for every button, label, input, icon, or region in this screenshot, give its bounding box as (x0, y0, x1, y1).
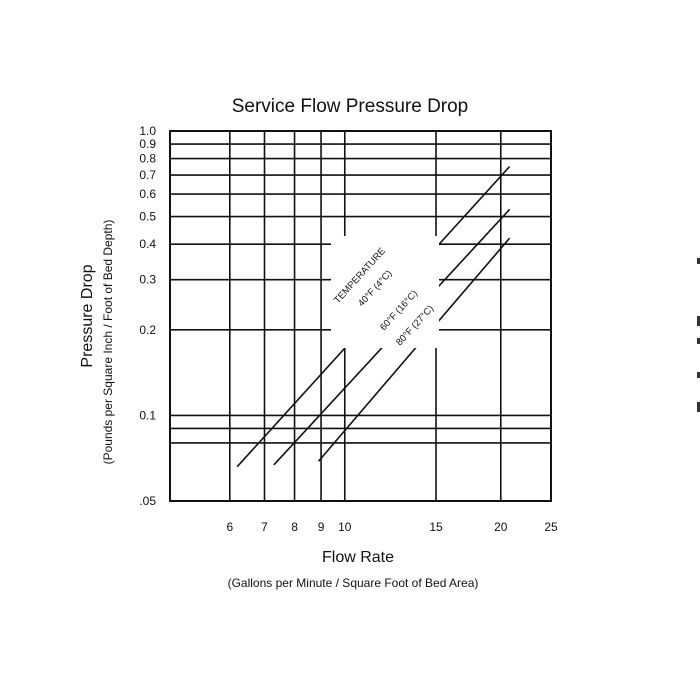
x-tick-label: 7 (261, 520, 268, 534)
y-tick-label: 0.4 (139, 237, 156, 251)
cropped-edge-mark (697, 258, 700, 264)
chart-title: Service Flow Pressure Drop (232, 96, 469, 117)
x-axis-title: Flow Rate (322, 549, 394, 566)
cropped-edge-mark (697, 316, 700, 326)
x-tick-label: 20 (494, 520, 508, 534)
x-tick-labels: 6 7 8 9 10 15 20 25 (226, 520, 558, 534)
x-tick-label: 25 (544, 520, 558, 534)
x-tick-label: 15 (429, 520, 443, 534)
annotation-background (331, 236, 439, 348)
plot-frame (169, 130, 552, 502)
series-annotations: TEMPERATURE 40°F (4°C)60°F (16°C)80°F (2… (331, 236, 439, 348)
y-tick-labels: .05 0.1 0.2 0.3 0.4 0.5 0.6 0.7 0.80.91.0 (139, 124, 156, 508)
y-axis-subtitle: (Pounds per Square Inch / Foot of Bed De… (101, 220, 115, 465)
cropped-edge-mark (697, 402, 700, 412)
y-tick-label: 0.7 (139, 168, 156, 182)
x-tick-label: 6 (226, 520, 233, 534)
y-tick-label: 0.5 (139, 210, 156, 224)
x-tick-label: 8 (291, 520, 298, 534)
y-axis-title: Pressure Drop (79, 264, 96, 367)
x-tick-label: 9 (318, 520, 325, 534)
y-tick-label: 0.1 (139, 408, 156, 422)
x-axis-subtitle: (Gallons per Minute / Square Foot of Bed… (228, 576, 479, 590)
series-line (317, 237, 511, 462)
y-tick-label: 0.3 (139, 273, 156, 287)
y-tick-label: 0.2 (139, 323, 156, 337)
y-tick-label: .05 (139, 494, 156, 508)
y-tick-label: 1.0 (139, 124, 156, 138)
y-tick-label: 0.9 (139, 137, 156, 151)
y-tick-label: 0.8 (139, 152, 156, 166)
y-tick-label: 0.6 (139, 187, 156, 201)
cropped-edge-mark (697, 338, 700, 344)
cropped-edge-mark (697, 372, 700, 378)
x-tick-label: 10 (338, 520, 352, 534)
